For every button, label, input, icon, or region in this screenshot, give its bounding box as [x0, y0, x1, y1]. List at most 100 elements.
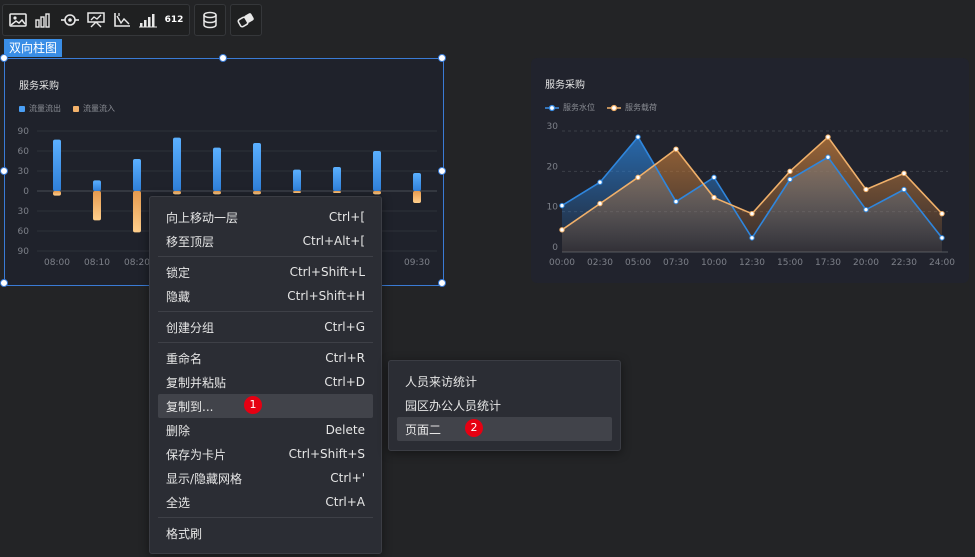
- bar-outflow: [413, 173, 421, 191]
- link-icon[interactable]: [235, 9, 257, 31]
- menu-item-create-group[interactable]: 创建分组 Ctrl+G: [158, 315, 373, 339]
- data-point: [787, 176, 793, 183]
- data-point: [939, 210, 945, 217]
- data-point: [749, 210, 755, 217]
- menu-item-copy-to[interactable]: 复制到...: [158, 394, 373, 418]
- menu-item-move-up[interactable]: 向上移动一层 Ctrl+[: [158, 205, 373, 229]
- menu-item-shortcut: Ctrl+Shift+S: [288, 447, 365, 461]
- presentation-icon[interactable]: [85, 9, 107, 31]
- menu-item-label: 显示/隐藏网格: [166, 471, 243, 486]
- y-tick-label: 30: [18, 207, 30, 217]
- menu-item-format-painter[interactable]: 格式刷: [158, 521, 373, 545]
- axis-chart-icon[interactable]: [111, 9, 133, 31]
- menu-item-shortcut: Ctrl+Shift+L: [289, 265, 365, 279]
- menu-item-shortcut: Ctrl+[: [328, 210, 365, 224]
- bar-inflow: [213, 191, 221, 195]
- y-tick-label: 30: [547, 122, 559, 132]
- legend-swatch: [19, 105, 25, 112]
- menu-item-shortcut: Ctrl+D: [324, 375, 365, 389]
- menu-item-hide[interactable]: 隐藏 Ctrl+Shift+H: [158, 284, 373, 308]
- data-point: [863, 206, 869, 213]
- menu-item-label: 锁定: [166, 265, 191, 280]
- y-tick-label: 20: [547, 162, 559, 172]
- x-tick-label: 15:00: [777, 258, 803, 268]
- menu-item-select-all[interactable]: 全选 Ctrl+A: [158, 490, 373, 514]
- legend-item-water-level[interactable]: 服务水位: [545, 102, 595, 113]
- bar-outflow: [133, 159, 141, 191]
- chart-title: 服务采购: [19, 81, 59, 92]
- data-point: [863, 186, 869, 193]
- y-tick-label: 60: [18, 227, 30, 237]
- x-tick-label: 12:30: [739, 258, 765, 268]
- menu-item-shortcut: Ctrl+Alt+[: [302, 234, 365, 248]
- context-menu: 向上移动一层 Ctrl+[ 移至顶层 Ctrl+Alt+[ 锁定 Ctrl+Shift…: [149, 196, 382, 554]
- menu-item-label: 删除: [166, 423, 191, 438]
- menu-item-bring-to-front[interactable]: 移至顶层 Ctrl+Alt+[: [158, 229, 373, 253]
- y-tick-label: 30: [18, 167, 30, 177]
- area-line-chart-card[interactable]: 服务采购 服务水位 服务载荷 0 10 20 30 00:00 02:30 05:00 07:…: [531, 58, 969, 283]
- selection-tag[interactable]: 双向柱图: [4, 39, 63, 57]
- data-point: [901, 170, 907, 177]
- bar-inflow: [333, 191, 341, 193]
- x-tick-label: 08:10: [84, 258, 110, 268]
- bar-inflow: [293, 191, 301, 193]
- submenu-item-label: 页面二: [405, 422, 442, 437]
- bar-outflow: [333, 167, 341, 191]
- menu-item-duplicate[interactable]: 复制并粘贴 Ctrl+D: [158, 370, 373, 394]
- bar-chart-icon[interactable]: [33, 9, 55, 31]
- menu-item-save-as-card[interactable]: 保存为卡片 Ctrl+Shift+S: [158, 442, 373, 466]
- bar-inflow: [373, 191, 381, 195]
- submenu-item-label: 园区办公人员统计: [405, 398, 502, 413]
- submenu-item-page-two[interactable]: 页面二: [397, 417, 612, 441]
- bar-outflow: [293, 169, 301, 191]
- legend-item-outflow[interactable]: 流量流出: [19, 103, 61, 114]
- database-icon[interactable]: [199, 9, 221, 31]
- resize-handle[interactable]: [219, 54, 227, 62]
- menu-item-label: 复制并粘贴: [166, 375, 227, 390]
- rising-bars-icon[interactable]: [137, 9, 159, 31]
- resize-handle[interactable]: [0, 167, 8, 175]
- submenu-item-visitor-stats[interactable]: 人员来访统计: [397, 369, 612, 393]
- resize-handle[interactable]: [438, 279, 446, 287]
- menu-item-shortcut: Ctrl+R: [325, 351, 365, 365]
- toolbar: 612: [2, 4, 262, 36]
- legend-item-inflow[interactable]: 流量流入: [73, 103, 115, 114]
- image-icon[interactable]: [7, 9, 29, 31]
- resize-handle[interactable]: [438, 167, 446, 175]
- data-point: [825, 134, 831, 140]
- menu-item-label: 隐藏: [166, 289, 191, 304]
- x-tick-label: 00:00: [549, 258, 575, 268]
- number-icon[interactable]: 612: [163, 9, 185, 31]
- legend-label: 服务载荷: [625, 103, 657, 112]
- menu-item-shortcut: Ctrl+': [330, 471, 365, 485]
- x-tick-label: 22:30: [891, 258, 917, 268]
- step-badge-2: 2: [465, 419, 483, 437]
- data-point: [635, 134, 641, 140]
- bar-outflow: [373, 151, 381, 191]
- menu-divider: [158, 311, 373, 312]
- menu-item-shortcut: Ctrl+G: [324, 320, 365, 334]
- x-tick-label: 10:00: [701, 258, 727, 268]
- menu-item-label: 移至顶层: [166, 234, 215, 249]
- submenu-item-office-stats[interactable]: 园区办公人员统计: [397, 393, 612, 417]
- target-icon[interactable]: [59, 9, 81, 31]
- menu-item-delete[interactable]: 删除 Delete: [158, 418, 373, 442]
- resize-handle[interactable]: [0, 54, 8, 62]
- data-point: [673, 146, 679, 152]
- bar-outflow: [213, 147, 221, 191]
- resize-handle[interactable]: [438, 54, 446, 62]
- bar-inflow: [173, 191, 181, 195]
- menu-divider: [158, 517, 373, 518]
- menu-divider: [158, 256, 373, 257]
- y-tick-label: 90: [18, 127, 30, 137]
- resize-handle[interactable]: [0, 279, 8, 287]
- menu-item-lock[interactable]: 锁定 Ctrl+Shift+L: [158, 260, 373, 284]
- data-point: [597, 179, 603, 185]
- data-point: [901, 186, 907, 193]
- menu-item-rename[interactable]: 重命名 Ctrl+R: [158, 346, 373, 370]
- x-tick-label: 20:00: [853, 258, 879, 268]
- menu-item-toggle-grid[interactable]: 显示/隐藏网格 Ctrl+': [158, 466, 373, 490]
- data-point: [673, 198, 679, 205]
- legend-item-load[interactable]: 服务载荷: [607, 102, 657, 113]
- bar-inflow: [253, 191, 261, 195]
